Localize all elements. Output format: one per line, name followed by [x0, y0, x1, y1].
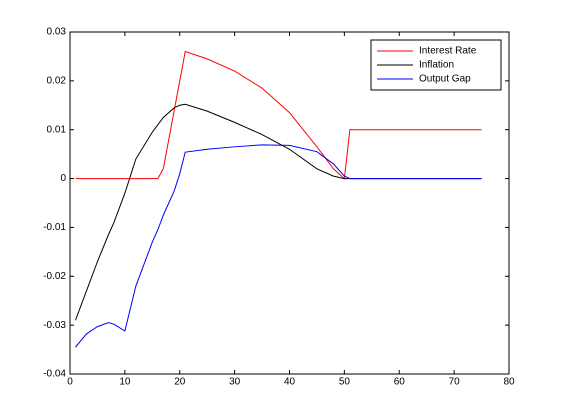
series-line: [75, 144, 482, 348]
x-tick-label: 10: [119, 377, 131, 388]
x-tick-label: 60: [394, 377, 406, 388]
x-tick-label: 30: [229, 377, 241, 388]
y-tick-label: -0.04: [43, 369, 66, 380]
y-tick-label: 0.01: [47, 124, 67, 135]
legend-label: Output Gap: [419, 74, 471, 85]
y-tick-label: 0.02: [47, 75, 67, 86]
x-tick-label: 0: [67, 377, 73, 388]
legend-label: Interest Rate: [419, 46, 477, 57]
y-tick-label: -0.01: [43, 222, 66, 233]
x-tick-label: 70: [449, 377, 461, 388]
x-tick-label: 50: [339, 377, 351, 388]
y-tick-label: 0: [60, 173, 66, 184]
y-tick-label: -0.03: [43, 320, 66, 331]
series-line: [75, 50, 482, 180]
y-tick-label: 0.03: [47, 27, 67, 38]
x-tick-label: 20: [174, 377, 186, 388]
legend-label: Inflation: [419, 60, 454, 71]
y-tick-label: -0.02: [43, 271, 66, 282]
x-tick-label: 80: [503, 377, 515, 388]
x-tick-label: 40: [284, 377, 296, 388]
